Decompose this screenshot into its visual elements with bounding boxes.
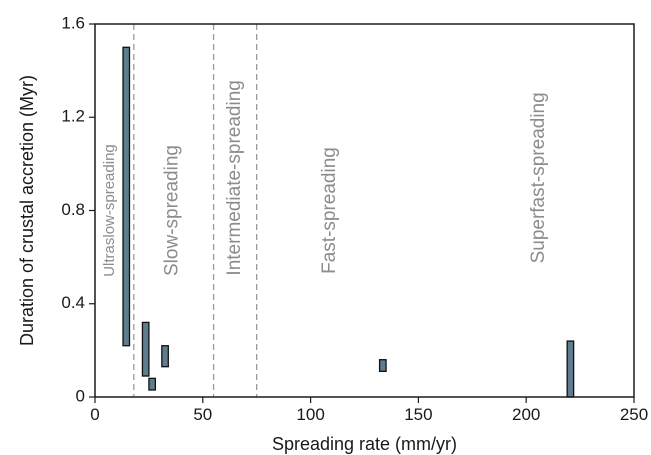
region-label: Intermediate-spreading	[224, 80, 245, 275]
region-label: Ultraslow-spreading	[101, 144, 118, 277]
range-bar	[141, 321, 150, 377]
x-tick-label: 250	[620, 405, 648, 424]
y-tick-label: 0.4	[61, 293, 85, 312]
range-bar	[148, 377, 157, 391]
region-dividers	[133, 24, 258, 397]
x-tick-label: 0	[90, 405, 99, 424]
bars	[122, 46, 575, 398]
range-bar	[161, 345, 169, 368]
x-axis-ticks: 0 50 100 150 200 250	[90, 397, 648, 424]
region-label: Fast-spreading	[319, 147, 340, 274]
y-tick-label: 0	[76, 386, 85, 405]
y-tick-label: 0.8	[61, 200, 85, 219]
region-label: Slow-spreading	[162, 145, 183, 276]
range-bar	[566, 340, 575, 398]
y-tick-label: 1.2	[61, 107, 85, 126]
range-bar	[378, 359, 387, 373]
region-label: Superfast-spreading	[528, 92, 549, 263]
x-tick-label: 100	[296, 405, 324, 424]
y-axis-label: Duration of crustal accretion (Myr)	[17, 75, 37, 346]
x-tick-label: 150	[404, 405, 432, 424]
x-tick-label: 200	[512, 405, 540, 424]
range-bar	[122, 46, 131, 347]
y-axis-ticks: 0 0.4 0.8 1.2 1.6	[61, 13, 95, 405]
y-tick-label: 1.6	[61, 13, 85, 32]
x-tick-label: 50	[193, 405, 212, 424]
region-labels: Ultraslow-spreading Slow-spreading Interme…	[101, 80, 549, 277]
x-axis-label: Spreading rate (mm/yr)	[272, 434, 457, 454]
